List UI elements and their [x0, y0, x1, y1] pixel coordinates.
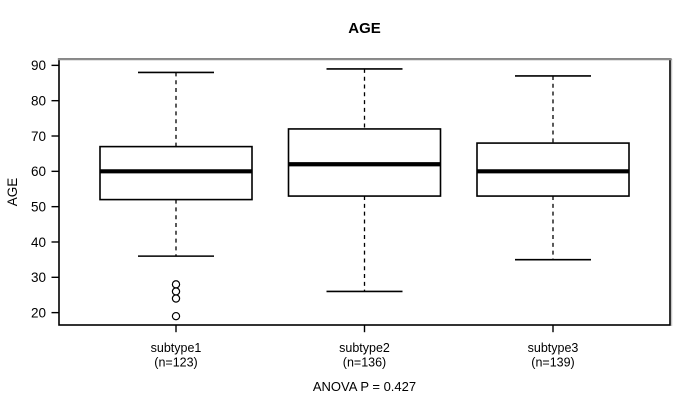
boxplot-subtype2 — [287, 68, 442, 293]
y-tick-label: 20 — [31, 305, 46, 320]
outlier-point — [171, 294, 181, 303]
y-axis-title: AGE — [5, 178, 20, 207]
boxes — [99, 68, 630, 321]
boxplot-subtype1 — [99, 71, 253, 321]
category-count-label: (n=123) — [154, 356, 197, 370]
boxplot-subtype3 — [476, 75, 630, 261]
category-label: subtype3 — [528, 341, 579, 355]
y-tick-label: 60 — [31, 164, 46, 179]
category-count-label: (n=139) — [531, 356, 574, 370]
outlier-point — [171, 311, 181, 321]
y-tick-label: 40 — [31, 235, 46, 250]
category-label: subtype1 — [151, 341, 202, 355]
y-tick-label: 30 — [31, 270, 46, 285]
chart-title: AGE — [348, 20, 381, 37]
y-tick-label: 70 — [31, 129, 46, 144]
category-count-label: (n=136) — [343, 356, 386, 370]
y-tick-label: 90 — [31, 58, 46, 73]
y-tick-label: 80 — [31, 93, 46, 108]
category-label: subtype2 — [339, 341, 390, 355]
axes: 2030405060708090subtype1(n=123)subtype2(… — [31, 58, 578, 369]
anova-annotation: ANOVA P = 0.427 — [313, 379, 416, 394]
y-tick-label: 50 — [31, 199, 46, 214]
